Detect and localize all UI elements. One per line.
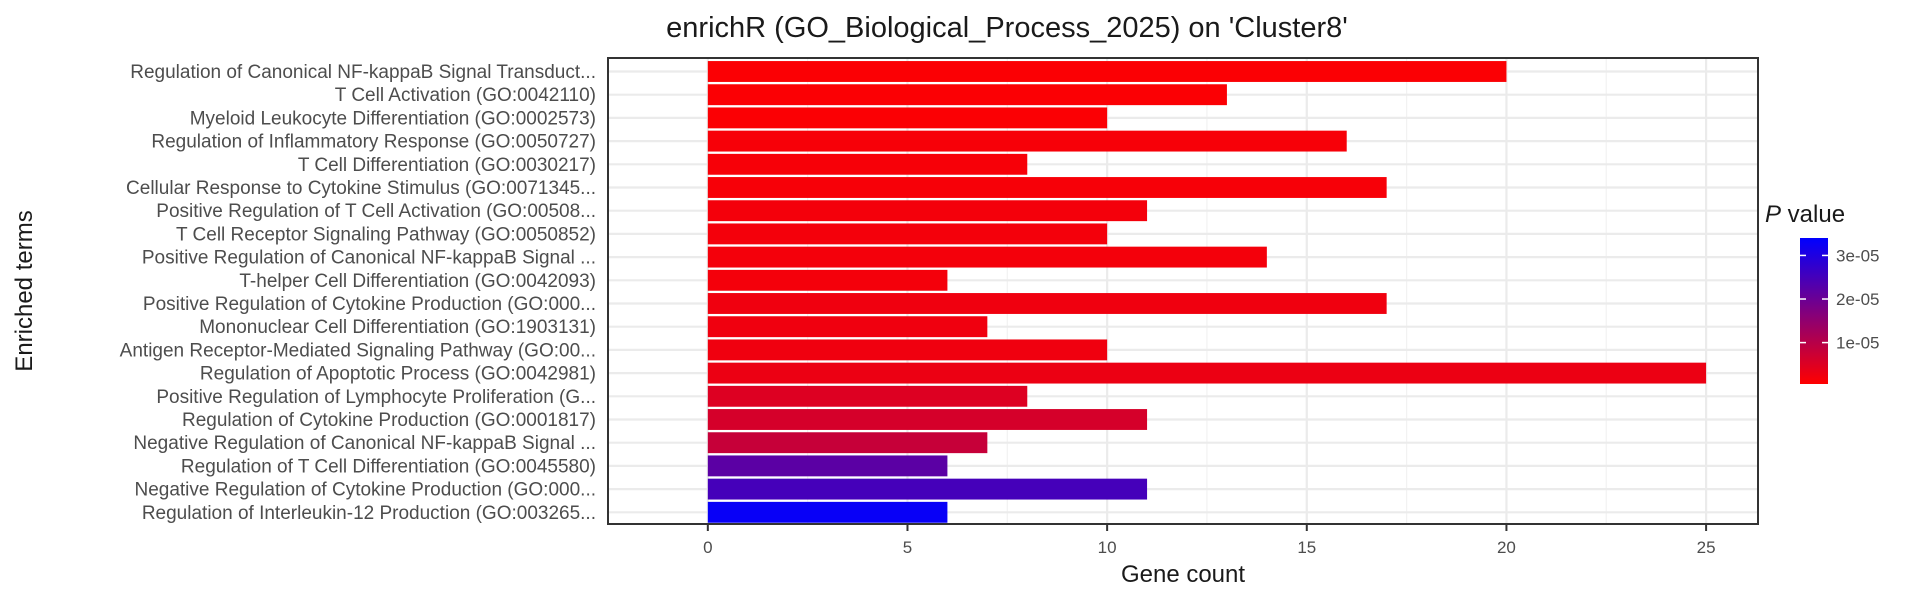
color-legend: P value 1e-05 2e-05 3e-05 [1765, 201, 1879, 384]
bar [707, 61, 1507, 82]
bar [707, 153, 1028, 175]
category-label: Regulation of T Cell Differentiation (GO… [181, 456, 596, 477]
bar [707, 293, 1387, 314]
legend-color-bar [1800, 238, 1828, 384]
category-label: T Cell Receptor Signaling Pathway (GO:00… [176, 224, 596, 245]
category-label: Regulation of Cytokine Production (GO:00… [182, 410, 596, 431]
bar [707, 316, 988, 338]
bar [707, 385, 1028, 407]
category-label: Positive Regulation of Lymphocyte Prolif… [156, 387, 596, 408]
legend-tick-label: 3e-05 [1836, 246, 1879, 265]
bar [707, 409, 1148, 430]
bar [707, 130, 1347, 152]
y-axis-title: Enriched terms [11, 210, 38, 371]
bar [707, 478, 1148, 500]
x-tick-label: 25 [1697, 538, 1716, 557]
bar [707, 177, 1387, 198]
category-label: Regulation of Canonical NF-kappaB Signal… [130, 62, 596, 83]
plot-border [607, 57, 1759, 525]
x-tick-label: 5 [903, 538, 912, 557]
legend-title-italic: P [1765, 201, 1781, 228]
x-tick-label: 20 [1497, 538, 1516, 557]
bar [707, 432, 988, 454]
category-label: Negative Regulation of Cytokine Producti… [134, 480, 596, 501]
category-label: Regulation of Interleukin-12 Production … [142, 503, 596, 524]
legend-ticks: 1e-05 2e-05 3e-05 [1800, 246, 1879, 353]
category-label: Positive Regulation of Canonical NF-kapp… [142, 248, 596, 269]
x-tick-label: 15 [1297, 538, 1316, 557]
category-label: Regulation of Inflammatory Response (GO:… [151, 132, 596, 153]
category-label: T-helper Cell Differentiation (GO:004209… [239, 271, 596, 292]
legend-title: P value [1765, 201, 1845, 228]
category-label: Positive Regulation of Cytokine Producti… [143, 294, 596, 315]
y-tick-labels: Regulation of Canonical NF-kappaB Signal… [120, 62, 596, 524]
category-label: Cellular Response to Cytokine Stimulus (… [126, 178, 596, 199]
category-label: Negative Regulation of Canonical NF-kapp… [133, 433, 596, 454]
category-label: T Cell Differentiation (GO:0030217) [298, 155, 596, 176]
bar [707, 246, 1267, 268]
legend-tick-label: 1e-05 [1836, 334, 1879, 353]
bar [707, 200, 1148, 222]
bars [707, 61, 1707, 523]
category-label: Antigen Receptor-Mediated Signaling Path… [120, 340, 596, 361]
bar [707, 269, 948, 291]
legend-tick-label: 2e-05 [1836, 290, 1879, 309]
category-label: Positive Regulation of T Cell Activation… [156, 201, 596, 222]
bar [707, 84, 1227, 106]
bar [707, 107, 1108, 129]
x-tick-label: 0 [703, 538, 712, 557]
bar [707, 339, 1108, 361]
bar [707, 223, 1108, 245]
chart-title: enrichR (GO_Biological_Process_2025) on … [666, 12, 1348, 44]
x-tick-label: 10 [1098, 538, 1117, 557]
category-label: Myeloid Leukocyte Differentiation (GO:00… [190, 108, 596, 129]
legend-title-rest: value [1781, 201, 1845, 228]
bar [707, 501, 948, 523]
x-axis-title: Gene count [1121, 561, 1245, 588]
x-axis-ticks: 0 5 10 15 20 25 [703, 524, 1716, 557]
category-label: Mononuclear Cell Differentiation (GO:190… [199, 317, 596, 338]
bar [707, 362, 1707, 384]
bar [707, 455, 948, 477]
category-label: Regulation of Apoptotic Process (GO:0042… [200, 364, 596, 385]
category-label: T Cell Activation (GO:0042110) [335, 85, 596, 106]
